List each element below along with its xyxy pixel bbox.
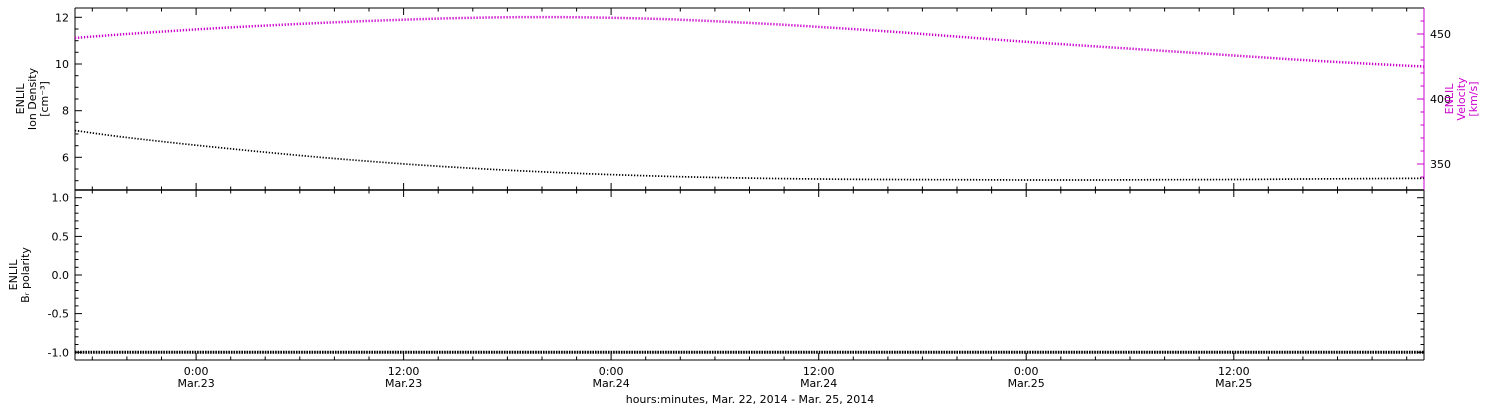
velocity-axis-ticks: 350 400 450 [1417,20,1451,178]
svg-text:Mar.24: Mar.24 [592,377,629,390]
svg-text:Mar.25: Mar.25 [1008,377,1045,390]
axis-title-line: [km/s] [1467,81,1480,117]
axis-title-line: Bᵣ polarity [19,247,32,303]
svg-text:Mar.23: Mar.23 [177,377,214,390]
svg-text:0:00: 0:00 [599,365,624,378]
svg-text:12:00: 12:00 [1218,365,1250,378]
svg-text:0:00: 0:00 [184,365,209,378]
svg-text:12: 12 [55,11,69,24]
svg-text:0:00: 0:00 [1014,365,1039,378]
br-polarity-axis-title: ENLIL Bᵣ polarity [7,247,32,303]
ion-density-curve [74,129,1425,181]
velocity-curve [74,15,1425,68]
svg-text:Mar.23: Mar.23 [385,377,422,390]
svg-text:8: 8 [62,105,69,118]
ion-density-axis-ticks: 6 8 10 12 [55,11,82,182]
x-axis-label: hours:minutes, Mar. 22, 2014 - Mar. 25, … [625,393,875,406]
x-axis-tick-labels: 0:00Mar.2312:00Mar.230:00Mar.2412:00Mar.… [177,365,1252,390]
x-axis-ticks [91,8,1408,360]
ion-density-axis-title: ENLIL Ion Density [cm⁻³] [14,68,51,130]
svg-text:400: 400 [1430,93,1451,106]
velocity-axis-title: ENLIL Velocity [km/s] [1443,77,1480,120]
svg-text:-0.5: -0.5 [48,308,69,321]
svg-text:12:00: 12:00 [803,365,835,378]
br-polarity-axis-ticks: -1.0 -0.5 0.0 0.5 1.0 [48,192,1424,359]
svg-text:0.0: 0.0 [52,269,70,282]
svg-text:350: 350 [1430,158,1451,171]
svg-text:Mar.24: Mar.24 [800,377,837,390]
axis-title-line: [cm⁻³] [38,81,51,117]
svg-text:12:00: 12:00 [388,365,420,378]
panel-borders [74,7,1425,361]
svg-text:-1.0: -1.0 [48,346,69,359]
svg-text:Mar.25: Mar.25 [1215,377,1252,390]
svg-text:0.5: 0.5 [52,230,70,243]
svg-text:450: 450 [1430,28,1451,41]
svg-text:10: 10 [55,58,69,71]
svg-text:1.0: 1.0 [52,192,70,205]
svg-text:6: 6 [62,151,69,164]
